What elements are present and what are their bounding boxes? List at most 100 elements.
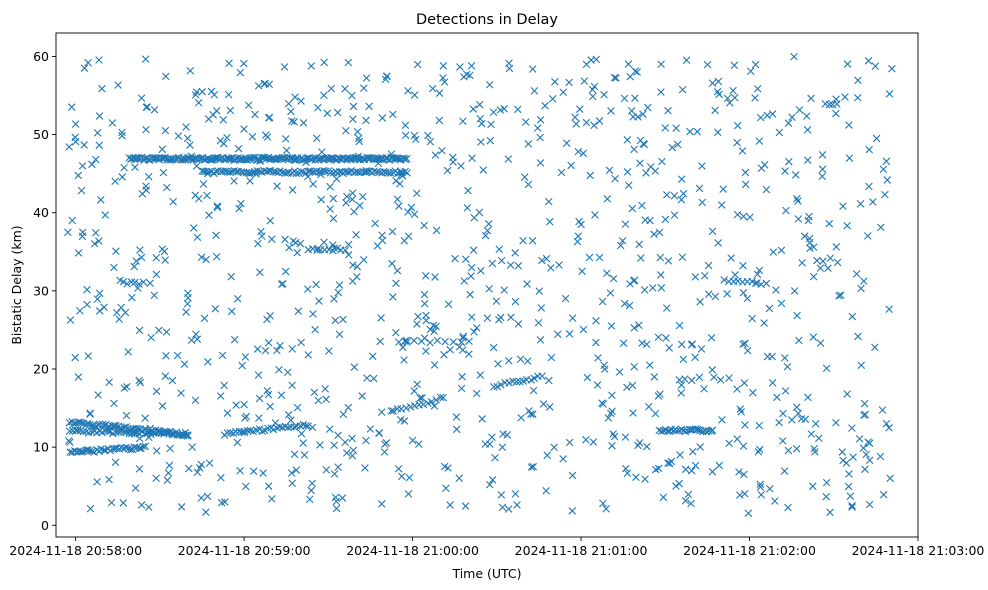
data-point xyxy=(733,121,742,130)
data-point xyxy=(595,253,604,262)
data-point xyxy=(184,294,192,302)
data-point xyxy=(701,272,709,280)
data-point xyxy=(739,340,747,348)
data-point xyxy=(267,495,276,503)
data-point xyxy=(491,453,499,462)
data-point xyxy=(213,203,222,212)
data-point xyxy=(691,353,699,362)
data-point xyxy=(66,316,75,324)
data-point xyxy=(221,498,229,506)
data-point xyxy=(568,314,577,322)
data-point xyxy=(418,394,426,402)
data-point xyxy=(731,93,739,102)
data-point xyxy=(141,414,149,423)
data-point xyxy=(161,256,169,264)
data-point xyxy=(353,262,362,271)
data-point xyxy=(803,126,812,134)
data-point xyxy=(321,385,329,393)
y-tick-label: 30 xyxy=(33,283,49,298)
data-point xyxy=(451,254,459,263)
data-point xyxy=(254,239,262,248)
data-point xyxy=(318,148,326,156)
data-point xyxy=(760,319,768,327)
data-point xyxy=(731,271,739,279)
data-point xyxy=(288,345,297,353)
data-point xyxy=(152,387,161,396)
data-point xyxy=(527,463,536,471)
data-point xyxy=(338,494,347,502)
data-point xyxy=(651,465,660,474)
data-point xyxy=(293,403,302,412)
x-tick-label: 2024-11-18 21:01:00 xyxy=(515,543,648,558)
data-point xyxy=(71,120,80,128)
data-point xyxy=(736,491,744,499)
data-point xyxy=(416,394,424,402)
data-point xyxy=(746,213,754,221)
data-point xyxy=(792,444,801,453)
data-point xyxy=(393,195,402,204)
data-point xyxy=(263,133,272,141)
data-point xyxy=(665,344,673,352)
data-point xyxy=(505,379,513,387)
data-point xyxy=(286,154,294,162)
data-point xyxy=(86,446,94,455)
data-point xyxy=(322,167,330,176)
data-point xyxy=(644,402,653,411)
data-point xyxy=(446,345,454,354)
data-point xyxy=(832,109,840,118)
data-point xyxy=(631,67,640,75)
data-point xyxy=(93,478,101,486)
data-point xyxy=(124,348,133,356)
data-point xyxy=(804,393,812,402)
data-point xyxy=(196,464,204,472)
data-point xyxy=(855,435,864,443)
data-point xyxy=(741,339,749,348)
data-point xyxy=(879,490,888,499)
data-point xyxy=(708,79,717,87)
data-point xyxy=(781,167,789,175)
data-point xyxy=(714,77,723,86)
data-point xyxy=(339,410,348,419)
data-point xyxy=(677,340,686,349)
data-point xyxy=(240,125,248,133)
data-point xyxy=(184,431,192,439)
data-point xyxy=(267,235,276,243)
data-point xyxy=(254,82,263,90)
data-point xyxy=(693,127,702,136)
data-point xyxy=(630,277,638,285)
data-point xyxy=(788,416,796,424)
data-point xyxy=(461,502,470,510)
x-tick-label: 2024-11-18 21:00:00 xyxy=(346,543,479,558)
y-tick-label: 50 xyxy=(33,127,49,142)
data-point xyxy=(322,395,330,404)
data-point xyxy=(402,336,411,345)
data-point xyxy=(377,314,385,322)
data-point xyxy=(341,85,349,93)
data-point xyxy=(463,204,472,212)
data-point xyxy=(719,185,727,193)
data-point xyxy=(698,198,707,207)
data-point xyxy=(284,99,293,108)
data-point xyxy=(623,383,631,392)
data-point xyxy=(632,473,640,482)
data-point xyxy=(656,271,665,279)
data-point xyxy=(795,336,803,345)
data-point xyxy=(464,186,472,195)
data-point xyxy=(84,58,92,67)
data-point xyxy=(607,322,616,330)
data-point xyxy=(537,304,546,312)
data-point xyxy=(815,434,823,443)
data-point xyxy=(183,134,192,143)
data-point xyxy=(355,201,364,210)
data-point xyxy=(691,461,700,470)
data-point xyxy=(793,194,801,203)
data-point xyxy=(755,137,764,145)
data-point xyxy=(218,351,227,360)
data-point xyxy=(342,449,351,457)
data-point xyxy=(741,180,750,189)
data-point xyxy=(673,427,681,435)
data-point xyxy=(68,216,77,225)
data-point xyxy=(757,164,766,173)
data-point xyxy=(230,177,238,185)
data-point xyxy=(865,439,874,447)
